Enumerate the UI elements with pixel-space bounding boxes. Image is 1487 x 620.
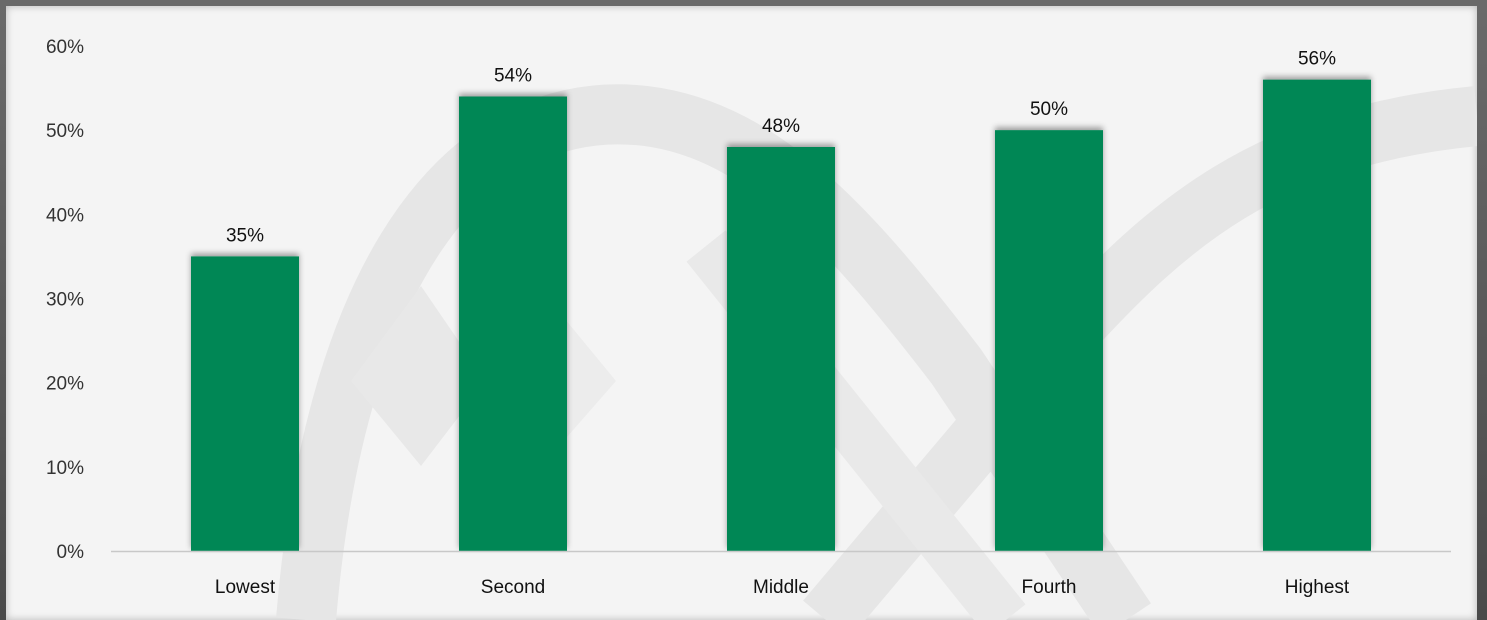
y-tick-label: 40% [46, 205, 84, 226]
watermark-arc-left [276, 84, 1151, 620]
bars-group [191, 79, 1371, 552]
value-label-fourth: 50% [1030, 99, 1068, 120]
y-tick-label: 50% [46, 121, 84, 142]
bar-highest [1263, 79, 1371, 552]
bar-lowest [191, 256, 299, 551]
y-tick-label: 10% [46, 458, 84, 479]
bar-chart: 0% 10% 20% 30% 40% 50% 60% 35% 54% 48% 50% 56% Low… [46, 37, 1477, 620]
y-axis: 0% 10% 20% 30% 40% 50% 60% [46, 37, 84, 563]
bar-fourth [995, 130, 1103, 551]
value-labels-group: 35% 54% 48% 50% 56% [226, 49, 1336, 247]
category-label-second: Second [481, 577, 545, 598]
category-label-lowest: Lowest [215, 577, 276, 598]
y-tick-label: 20% [46, 374, 84, 395]
value-label-second: 54% [494, 66, 532, 87]
chart-panel: 0% 10% 20% 30% 40% 50% 60% 35% 54% 48% 50% 56% Low… [6, 6, 1477, 620]
y-tick-label: 0% [57, 542, 85, 563]
x-axis: Lowest Second Middle Fourth Highest [111, 550, 1451, 598]
value-label-highest: 56% [1298, 49, 1336, 70]
category-label-highest: Highest [1285, 577, 1350, 598]
bar-middle [727, 147, 835, 551]
value-label-middle: 48% [762, 116, 800, 137]
bar-second [459, 96, 567, 551]
watermark-diamond [351, 286, 486, 466]
y-tick-label: 60% [46, 37, 84, 58]
category-label-middle: Middle [753, 577, 809, 598]
category-label-fourth: Fourth [1022, 577, 1077, 598]
value-label-lowest: 35% [226, 225, 264, 246]
y-tick-label: 30% [46, 290, 84, 311]
